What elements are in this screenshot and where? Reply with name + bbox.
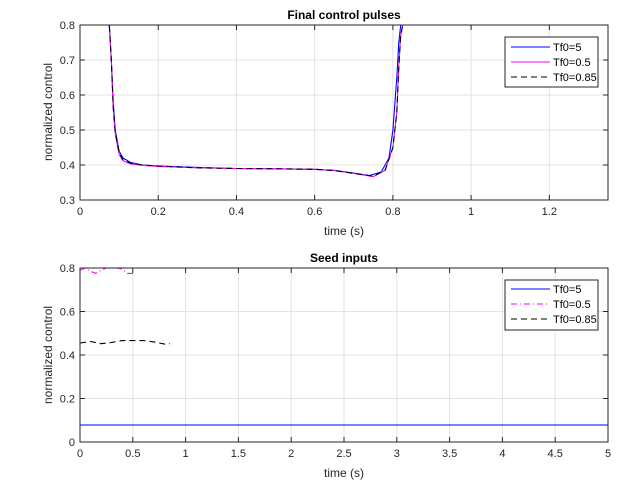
- top-legend-label-tf0-0-5: Tf0=0.5: [553, 57, 591, 69]
- bottom-legend-label-tf0-5: Tf0=5: [553, 284, 581, 296]
- x-tick-label: 1: [468, 206, 474, 218]
- series-line: [80, 24, 413, 177]
- y-tick-label: 0.3: [60, 195, 75, 207]
- top-legend: Tf0=5 Tf0=0.5 Tf0=0.85: [504, 36, 599, 88]
- top-plot-frame: [79, 24, 609, 201]
- bottom-legend-label-tf0-0-85: Tf0=0.85: [553, 314, 597, 326]
- x-tick-label: 5: [605, 448, 611, 460]
- bottom-x-axis-label: time (s): [324, 466, 364, 480]
- top-y-axis-label: normalized control: [41, 63, 55, 161]
- top-legend-label-tf0-5: Tf0=5: [553, 42, 581, 54]
- top-series: [80, 24, 413, 178]
- y-tick-label: 0.8: [60, 20, 75, 32]
- x-tick-label: 3.5: [442, 448, 457, 460]
- x-tick-label: 0.4: [229, 206, 244, 218]
- y-tick-label: 0.6: [60, 90, 75, 102]
- y-tick-label: 0: [69, 437, 75, 449]
- x-tick-label: 4: [499, 448, 505, 460]
- top-axes: 0 0.2 0.4 0.6 0.8 1 1.2 0.3 0.4 0.5 0.6 0.7 0.8 Fina…: [41, 8, 609, 238]
- x-tick-label: 0.2: [151, 206, 166, 218]
- bottom-y-axis-label: normalized control: [41, 306, 55, 404]
- x-tick-label: 0.5: [125, 448, 140, 460]
- top-legend-label-tf0-0-85: Tf0=0.85: [553, 72, 597, 84]
- y-tick-label: 0.4: [60, 350, 75, 362]
- x-tick-label: 0: [77, 206, 83, 218]
- y-tick-label: 0.8: [60, 263, 75, 275]
- bottom-chart-title: Seed inputs: [310, 251, 378, 265]
- top-legend-box: [504, 36, 599, 88]
- top-x-axis-label: time (s): [324, 224, 364, 238]
- bottom-legend-box: [504, 279, 599, 331]
- top-ticks: 0 0.2 0.4 0.6 0.8 1 1.2 0.3 0.4 0.5 0.6 0.7 0.8: [60, 20, 608, 218]
- x-tick-label: 0: [77, 448, 83, 460]
- y-tick-label: 0.5: [60, 125, 75, 137]
- x-tick-label: 2: [288, 448, 294, 460]
- x-tick-label: 1.2: [542, 206, 557, 218]
- bottom-legend: Tf0=5 Tf0=0.5 Tf0=0.85: [504, 279, 599, 331]
- y-tick-label: 0.6: [60, 307, 75, 319]
- x-tick-label: 1: [183, 448, 189, 460]
- x-tick-label: 3: [394, 448, 400, 460]
- y-tick-label: 0.4: [60, 160, 75, 172]
- bottom-axes: 0 0.5 1 1.5 2 2.5 3 3.5 4 4.5 5 0 0.2 0.4 0.6 0.8 Seed …: [41, 251, 611, 480]
- x-tick-label: 4.5: [548, 448, 563, 460]
- x-tick-label: 0.6: [307, 206, 322, 218]
- bottom-legend-label-tf0-0-5: Tf0=0.5: [553, 299, 591, 311]
- x-tick-label: 2.5: [336, 448, 351, 460]
- bottom-ticks: 0 0.5 1 1.5 2 2.5 3 3.5 4 4.5 5 0 0.2 0.4 0.6 0.8: [60, 263, 611, 460]
- y-tick-label: 0.7: [60, 55, 75, 67]
- top-chart-title: Final control pulses: [287, 8, 401, 22]
- x-tick-label: 0.8: [385, 206, 400, 218]
- x-tick-label: 1.5: [231, 448, 246, 460]
- y-tick-label: 0.2: [60, 394, 75, 406]
